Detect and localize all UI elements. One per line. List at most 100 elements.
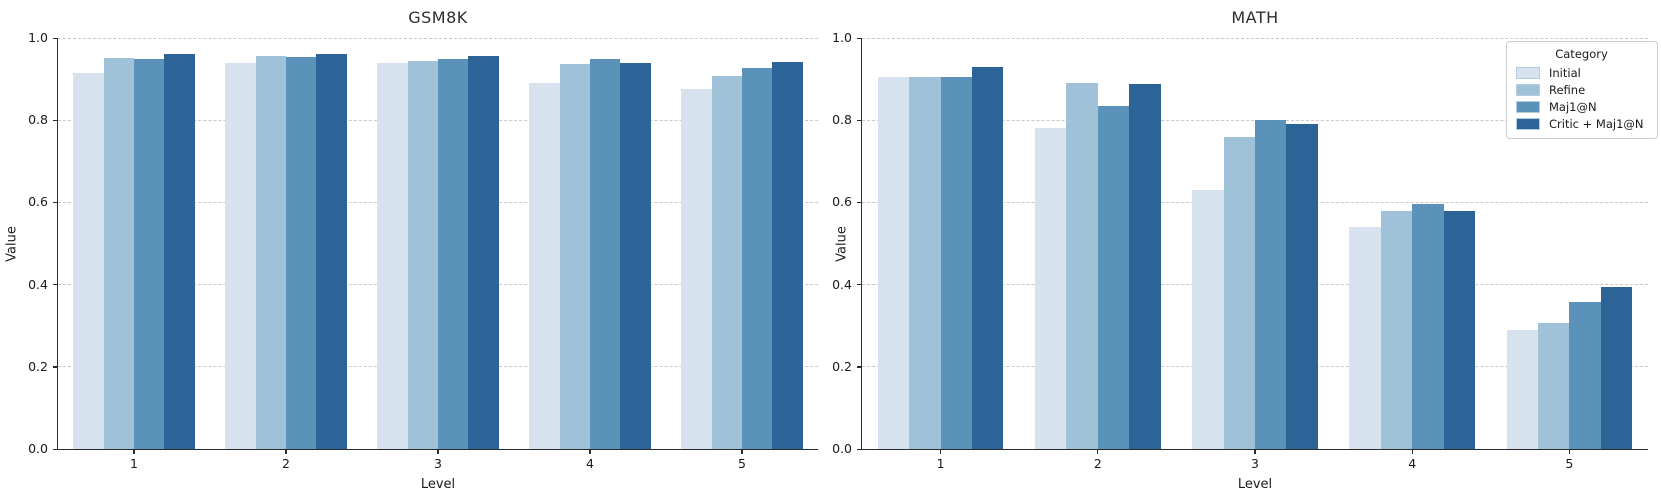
bar-refine	[255, 55, 286, 449]
y-tick-mark	[53, 284, 58, 286]
bar-maj1-n	[1255, 120, 1287, 449]
y-tick-mark	[53, 37, 58, 39]
y-tick-mark	[53, 201, 58, 204]
bar-refine	[909, 77, 941, 449]
y-tick-mark	[857, 201, 862, 204]
y-tick-label: 0.0	[832, 441, 852, 456]
y-axis-label: Value	[4, 225, 20, 262]
bar-initial	[529, 83, 560, 449]
y-tick-mark	[857, 366, 862, 368]
bar-critic-maj1-n	[972, 66, 1004, 449]
x-tick-mark	[589, 449, 591, 454]
bar-maj1-n	[134, 58, 165, 449]
bar-critic-maj1-n	[316, 53, 347, 449]
x-tick-mark	[1254, 449, 1256, 454]
y-grid-line	[862, 37, 1648, 39]
y-tick-mark	[857, 284, 862, 286]
legend-title: Category	[1555, 47, 1608, 61]
bar-initial	[377, 63, 408, 449]
bar-initial	[1506, 329, 1538, 449]
x-axis-label: Level	[420, 477, 456, 492]
chart-title: GSM8K	[408, 8, 468, 27]
x-tick-label: 2	[282, 456, 290, 471]
bar-critic-maj1-n	[1129, 84, 1161, 449]
x-tick-label: 3	[1251, 456, 1259, 471]
bar-refine	[1066, 83, 1098, 449]
bar-critic-maj1-n	[164, 53, 195, 449]
y-tick-label: 0.8	[28, 112, 48, 128]
y-tick-mark	[53, 448, 58, 450]
y-tick-label: 0.6	[832, 194, 852, 210]
y-axis-label: Value	[834, 225, 850, 262]
bar-refine	[1537, 322, 1570, 449]
bar-maj1-n	[438, 58, 469, 449]
x-tick-label: 1	[130, 456, 138, 471]
legend-swatch-icon	[1516, 83, 1540, 96]
x-tick-mark	[1411, 449, 1413, 454]
chart-math: MATH 0.0 0.2 0.4 0.6 0.8 1.0 1 2 3 4 5 Level Value Cat…	[830, 0, 1661, 498]
x-tick-label: 5	[738, 456, 746, 471]
chart-gsm8k: GSM8K 0.0 0.2 0.4 0.6 0.8 1.0 1 2 3 4 5 Level Value	[0, 0, 830, 498]
bar-initial	[1192, 190, 1224, 449]
bar-initial	[1349, 227, 1381, 449]
y-axis-spine	[56, 38, 58, 451]
bar-maj1-n	[1569, 302, 1601, 449]
y-tick-label: 0.2	[832, 358, 852, 374]
x-tick-label: 1	[936, 456, 945, 471]
x-tick-mark	[939, 449, 942, 454]
bar-critic-maj1-n	[1443, 210, 1476, 449]
x-tick-mark	[285, 449, 287, 454]
y-grid-line	[58, 37, 818, 39]
x-axis-spine	[860, 449, 1648, 451]
y-tick-mark	[53, 366, 58, 368]
legend-item: Initial	[1516, 64, 1647, 81]
bar-initial	[225, 62, 256, 449]
x-tick-mark	[741, 449, 743, 454]
bar-refine	[559, 63, 590, 449]
bar-maj1-n	[940, 77, 973, 449]
x-tick-label: 3	[434, 456, 442, 471]
legend-label: Initial	[1549, 65, 1581, 80]
legend-label: Maj1@N	[1549, 99, 1597, 114]
y-tick-mark	[53, 119, 58, 121]
x-tick-label: 4	[586, 456, 594, 471]
x-tick-mark	[437, 449, 439, 454]
legend-item: Critic + Maj1@N	[1516, 115, 1647, 132]
bar-refine	[711, 76, 742, 449]
legend-label: Refine	[1549, 82, 1586, 97]
bar-maj1-n	[286, 57, 317, 449]
y-tick-label: 1.0	[832, 30, 852, 45]
y-tick-mark	[857, 119, 862, 121]
bar-maj1-n	[1412, 204, 1444, 449]
y-tick-label: 1.0	[28, 30, 48, 45]
legend-swatch-icon	[1516, 100, 1540, 113]
bar-maj1-n	[1097, 105, 1130, 449]
bar-initial	[877, 77, 910, 449]
legend-item: Refine	[1516, 81, 1647, 98]
x-tick-label: 2	[1093, 456, 1102, 471]
y-tick-label: 0.6	[28, 194, 48, 210]
y-tick-label: 0.0	[28, 441, 48, 456]
legend-swatch-icon	[1516, 117, 1540, 130]
bar-critic-maj1-n	[468, 56, 499, 449]
bar-critic-maj1-n	[772, 61, 803, 449]
x-tick-mark	[1568, 449, 1571, 454]
bar-refine	[103, 58, 134, 449]
x-tick-label: 4	[1408, 456, 1417, 471]
legend: Category Initial Refine Maj1@N Critic + Maj1…	[1506, 41, 1658, 139]
bar-refine	[1223, 136, 1255, 449]
y-tick-label: 0.4	[832, 276, 852, 292]
bar-initial	[1034, 128, 1067, 449]
bar-maj1-n	[590, 59, 621, 449]
bar-initial	[681, 88, 712, 449]
legend-label: Critic + Maj1@N	[1549, 116, 1644, 131]
x-tick-mark	[1097, 449, 1099, 454]
x-axis-label: Level	[1237, 477, 1273, 492]
x-tick-mark	[133, 449, 135, 454]
y-tick-mark	[857, 37, 862, 39]
bar-refine	[407, 61, 438, 449]
bar-maj1-n	[742, 68, 773, 449]
y-axis-spine	[860, 38, 862, 451]
bar-critic-maj1-n	[620, 63, 651, 449]
